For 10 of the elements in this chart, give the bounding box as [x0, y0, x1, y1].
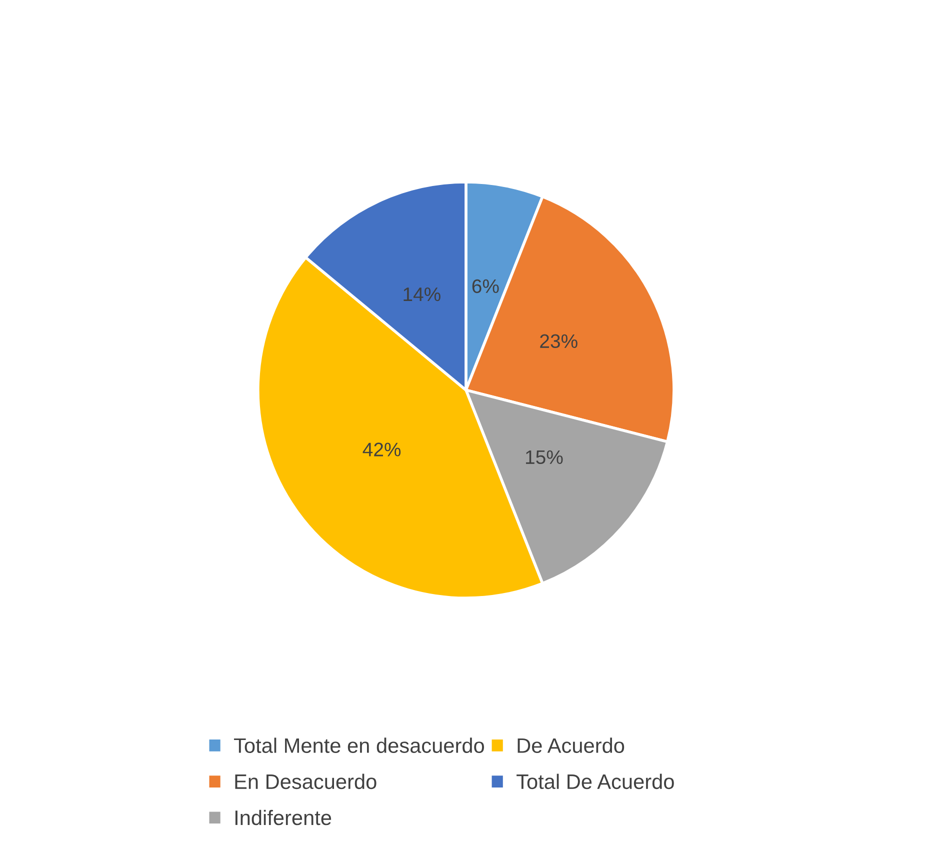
data-label: 6%: [472, 279, 499, 294]
legend-label: En Desacuerdo: [235, 774, 376, 790]
data-label: 23%: [540, 334, 578, 348]
data-label: 15%: [526, 450, 563, 464]
data-label: 42%: [362, 442, 401, 456]
legend-label: Indiferente: [235, 810, 332, 826]
legend-label: De Acuerdo: [518, 738, 624, 753]
data-label: 14%: [404, 287, 440, 302]
legend-label: Total De Acuerdo: [516, 774, 674, 790]
legend-label: Total Mente en desacuerdo: [234, 738, 484, 753]
